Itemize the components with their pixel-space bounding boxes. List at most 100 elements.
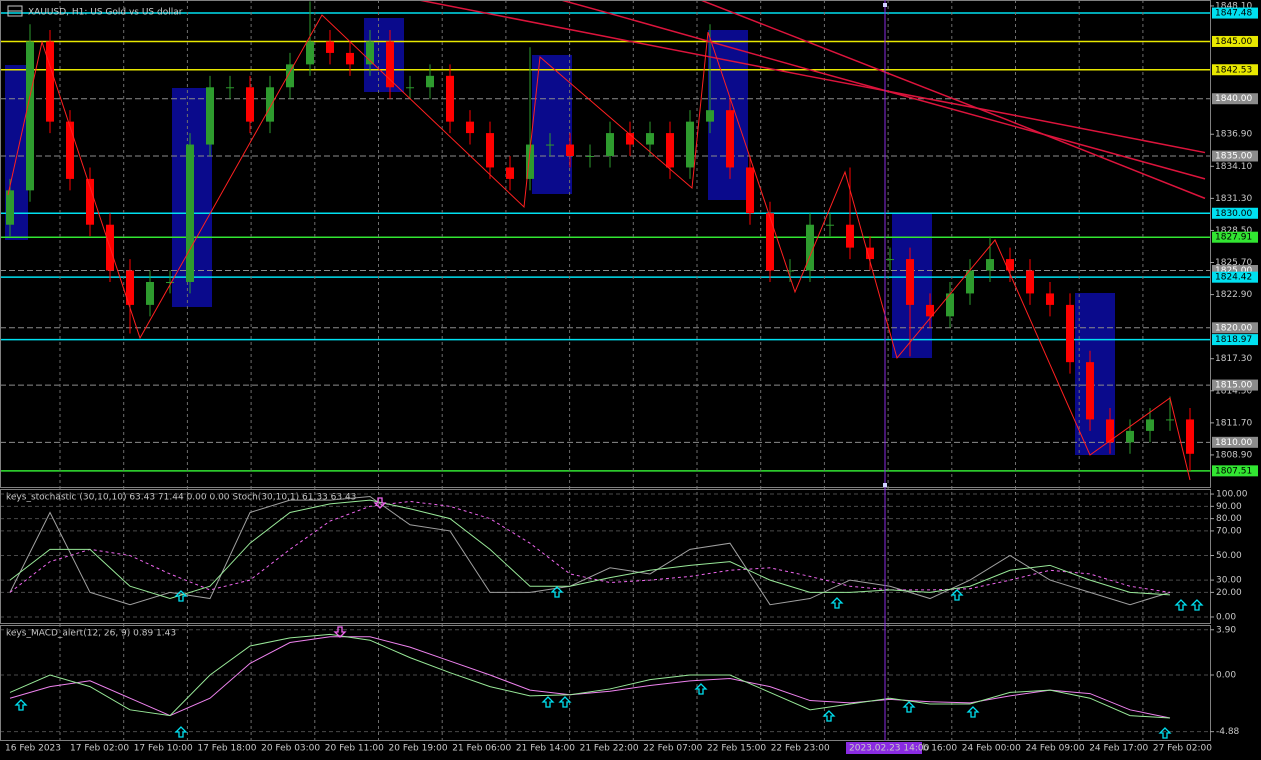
candle-body <box>986 259 994 271</box>
level-label-box <box>1212 207 1258 219</box>
indicator-line <box>9 499 1171 600</box>
level-label: 1815.00 <box>1215 381 1252 391</box>
zigzag <box>7 14 1191 481</box>
level-label-box <box>1212 150 1258 162</box>
y-tick-label: 80.00 <box>1216 514 1242 524</box>
candle-body <box>826 224 834 226</box>
moving-average <box>698 0 1206 200</box>
candle-body <box>1126 430 1134 443</box>
up-arrow <box>558 696 572 708</box>
candle-body <box>46 41 54 122</box>
up-arrow <box>966 706 980 718</box>
x-tick-label: 24 Feb 00:00 <box>962 744 1021 754</box>
candle-body <box>646 133 654 145</box>
up-arrow <box>950 589 964 601</box>
candle-body <box>886 259 894 261</box>
y-tick-label: 100.00 <box>1216 490 1248 500</box>
candle-body <box>126 270 134 305</box>
crosshair-handle <box>883 483 887 487</box>
candle-body <box>846 224 854 248</box>
candle-body <box>706 110 714 122</box>
frame <box>0 625 1211 741</box>
candle-body <box>966 270 974 294</box>
level-label: 1847.48 <box>1215 9 1252 19</box>
candle-body <box>266 87 274 122</box>
crosshair-label: 2023.02.23 14:00 <box>849 744 930 754</box>
indicator-line <box>9 636 1171 719</box>
candle-body <box>166 281 174 283</box>
chart-title: XAUUSD, H1: US Gold vs US dollar <box>28 8 183 18</box>
level-label-box <box>1212 436 1258 448</box>
y-tick-label: 1828.50 <box>1215 226 1252 236</box>
x-tick-label: 17 Feb 10:00 <box>134 744 193 754</box>
level-label: 1810.00 <box>1215 438 1252 448</box>
up-arrow <box>830 597 844 609</box>
y-tick-label: 1834.10 <box>1215 162 1252 172</box>
up-arrow <box>174 726 188 738</box>
y-tick-label: 1848.10 <box>1215 1 1252 11</box>
x-tick-label: 16 Feb 2023 <box>5 744 61 754</box>
level-label-box <box>1212 465 1258 477</box>
candle-body <box>146 281 154 305</box>
candle-body <box>66 121 74 179</box>
y-tick-label: -4.88 <box>1216 727 1240 737</box>
up-arrow <box>902 701 916 713</box>
x-tick-label: 21 Feb 22:00 <box>580 744 639 754</box>
candle-body <box>866 247 874 260</box>
x-tick-label: 22 Feb 15:00 <box>707 744 766 754</box>
x-tick-label: 20 Feb 03:00 <box>261 744 320 754</box>
x-tick-label: 24 Feb 17:00 <box>1089 744 1148 754</box>
level-label-box <box>1212 7 1258 19</box>
level-label: 1820.00 <box>1215 323 1252 333</box>
candle-body <box>446 75 454 122</box>
candle-body <box>566 144 574 156</box>
up-arrow <box>541 696 555 708</box>
indicator-title: keys_MACD_alert(12, 26, 9) 0.89 1.43 <box>6 629 176 639</box>
up-arrow <box>1190 599 1204 611</box>
candle-body <box>186 144 194 282</box>
level-label: 1835.00 <box>1215 151 1252 161</box>
candle-body <box>1006 259 1014 271</box>
level-label: 1824.42 <box>1215 273 1252 283</box>
frame <box>0 489 1211 624</box>
candle-body <box>386 41 394 88</box>
level-label: 1807.51 <box>1215 466 1252 476</box>
candle-body <box>1166 419 1174 421</box>
indicator-line <box>9 500 1171 593</box>
candle-body <box>426 75 434 88</box>
candle-body <box>626 133 634 145</box>
x-tick-label: 21 Feb 06:00 <box>452 744 511 754</box>
y-tick-label: 1814.50 <box>1215 386 1252 396</box>
level-label-box <box>1212 231 1258 243</box>
x-tick-label: 21 Feb 14:00 <box>516 744 575 754</box>
indicator-panels: keys_stochastic (30,10,10) 63.43 71.44 0… <box>0 493 1210 733</box>
candle-body <box>926 304 934 317</box>
y-tick-label: 1825.70 <box>1215 258 1252 268</box>
candle-body <box>1046 293 1054 305</box>
candle-body <box>746 167 754 214</box>
moving-average <box>414 0 1206 154</box>
grid <box>0 0 1210 741</box>
level-label-box <box>1212 265 1258 277</box>
y-tick-label: 0.00 <box>1216 612 1236 622</box>
x-tick-label: 20 Feb 11:00 <box>325 744 384 754</box>
x-tick-label: 23 Feb 16:00 <box>898 744 957 754</box>
candle-body <box>246 87 254 122</box>
candle-body <box>86 178 94 225</box>
frame <box>0 0 1211 488</box>
level-label: 1818.97 <box>1215 335 1252 345</box>
level-label-box <box>1212 93 1258 105</box>
candle-body <box>766 213 774 271</box>
moving-average <box>558 0 1206 180</box>
indicator-line <box>9 495 1171 606</box>
candle-body <box>686 121 694 168</box>
level-label-box <box>1212 379 1258 391</box>
y-tick-label: 1822.90 <box>1215 290 1252 300</box>
up-arrow <box>1174 599 1188 611</box>
candle-body <box>786 270 794 272</box>
x-tick-label: 24 Feb 09:00 <box>1026 744 1085 754</box>
x-tick-label: 17 Feb 18:00 <box>197 744 256 754</box>
candle-body <box>366 41 374 65</box>
y-tick-label: 70.00 <box>1216 526 1242 536</box>
